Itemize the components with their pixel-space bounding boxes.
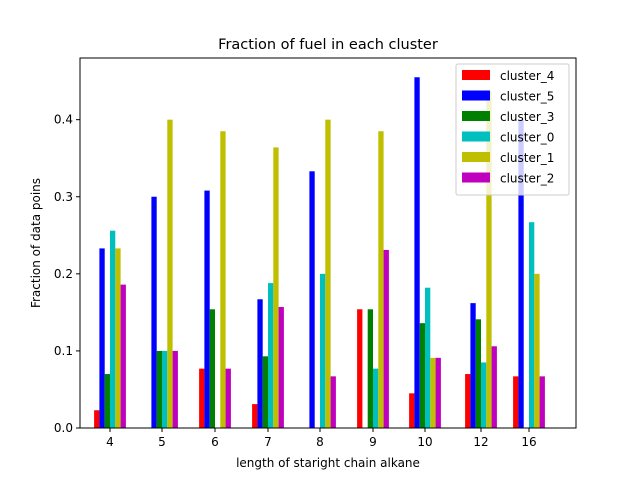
- bar-cluster_2-4: [120, 284, 126, 429]
- x-tick-label: 6: [211, 435, 219, 449]
- bar-cluster_1-10: [430, 357, 436, 428]
- bar-cluster_4-9: [357, 309, 363, 428]
- y-tick-label: 0.3: [54, 190, 73, 204]
- y-tick-label: 0.2: [54, 267, 73, 281]
- bar-cluster_3-5: [156, 350, 162, 428]
- y-tick-label: 0.4: [54, 113, 73, 127]
- bar-cluster_5-16: [518, 119, 524, 429]
- bar-cluster_3-7: [262, 356, 268, 428]
- y-axis-label: Fraction of data poins: [29, 178, 43, 308]
- x-tick-label: 16: [521, 435, 536, 449]
- bar-cluster_0-7: [268, 283, 274, 428]
- bar-cluster_1-16: [534, 273, 540, 428]
- bar-cluster_4-4: [94, 410, 100, 428]
- x-tick-label: 10: [417, 435, 432, 449]
- bar-cluster_4-10: [409, 393, 415, 428]
- bar-cluster_1-6: [220, 131, 226, 429]
- bar-cluster_5-10: [414, 77, 420, 429]
- bar-cluster_0-4: [110, 230, 116, 428]
- x-tick-label: 4: [106, 435, 114, 449]
- bar-cluster_2-9: [383, 249, 389, 428]
- legend-label-cluster_5: cluster_5: [500, 90, 554, 104]
- plot-frame: [79, 57, 577, 429]
- bar-cluster_2-16: [539, 376, 545, 428]
- legend-label-cluster_0: cluster_0: [500, 131, 554, 145]
- bar-cluster_1-8: [325, 119, 331, 429]
- y-tick-label: 0.1: [54, 344, 73, 358]
- legend-label-cluster_3: cluster_3: [500, 110, 554, 124]
- legend-swatch-cluster_1: [462, 152, 490, 162]
- bar-cluster_4-16: [513, 376, 519, 428]
- x-tick-label: 9: [369, 435, 377, 449]
- bar-cluster_0-8: [320, 273, 326, 428]
- bar-cluster_2-10: [435, 357, 441, 428]
- bar-cluster_0-16: [529, 222, 535, 428]
- bars-group: [94, 77, 545, 429]
- bar-cluster_2-6: [225, 368, 231, 428]
- bar-cluster_5-4: [99, 248, 105, 428]
- legend: cluster_4 cluster_5 cluster_3 cluster_0clus…: [455, 63, 570, 196]
- legend-swatch-cluster_0: [462, 131, 490, 142]
- x-axis-ticks: 4 5 6 7 8 9 10 12 16: [106, 428, 537, 449]
- bar-cluster_3-6: [209, 309, 215, 428]
- bar-cluster_2-12: [491, 346, 497, 428]
- bar-cluster_0-10: [425, 287, 431, 428]
- bar-cluster_1-9: [378, 131, 384, 429]
- bar-cluster_5-8: [309, 171, 315, 428]
- y-tick-label: 0.0: [54, 421, 73, 435]
- legend-swatch-cluster_5: [462, 90, 490, 101]
- bar-cluster_4-12: [465, 374, 471, 428]
- bar-cluster_2-5: [172, 350, 178, 428]
- legend-swatch-cluster_2: [462, 172, 490, 183]
- x-tick-label: 8: [316, 435, 324, 449]
- legend-swatch-cluster_4: [462, 70, 490, 80]
- bar-cluster_5-5: [151, 196, 157, 428]
- bar-cluster_5-6: [204, 190, 210, 428]
- bar-cluster_3-12: [475, 319, 481, 428]
- bar-cluster_1-12: [486, 91, 492, 429]
- bar-cluster_1-4: [115, 248, 121, 428]
- bar-cluster_0-12: [481, 362, 487, 428]
- y-axis-ticks: 0.0 0.1 0.2 0.3 0.4: [54, 113, 80, 435]
- bar-cluster_1-7: [273, 147, 279, 429]
- bar-cluster_3-10: [419, 323, 425, 428]
- bar-cluster_4-6: [199, 368, 205, 428]
- bar-cluster_2-8: [330, 376, 336, 428]
- legend-label-cluster_1: cluster_1: [500, 151, 554, 165]
- legend-swatch-cluster_3: [462, 111, 490, 121]
- x-tick-label: 5: [158, 435, 166, 449]
- bar-cluster_0-5: [162, 350, 168, 428]
- bar-cluster_0-9: [373, 368, 379, 428]
- x-tick-label: 7: [264, 435, 272, 449]
- bar-cluster_4-7: [252, 404, 258, 428]
- chart-title: Fraction of fuel in each cluster: [218, 37, 438, 53]
- bar-cluster_2-7: [278, 306, 284, 428]
- x-axis-label: length of staright chain alkane: [236, 456, 420, 470]
- bar-cluster_3-4: [104, 374, 110, 428]
- bar-cluster_5-12: [470, 303, 476, 429]
- legend-label-cluster_4: cluster_4: [500, 69, 554, 83]
- bar-cluster_1-5: [167, 119, 173, 429]
- legend-label-cluster_2: cluster_2: [500, 172, 554, 186]
- bar-cluster_5-7: [257, 299, 263, 428]
- bar-cluster_3-9: [367, 309, 373, 428]
- x-tick-label: 12: [473, 435, 488, 449]
